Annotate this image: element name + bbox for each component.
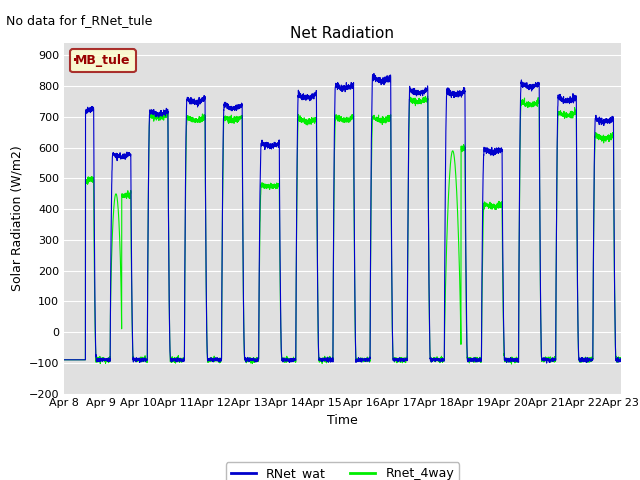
X-axis label: Time: Time: [327, 414, 358, 427]
Text: No data for f_RNet_tule: No data for f_RNet_tule: [6, 14, 153, 27]
Y-axis label: Solar Radiation (W/m2): Solar Radiation (W/m2): [10, 145, 23, 291]
Title: Net Radiation: Net Radiation: [291, 25, 394, 41]
Legend: RNet_wat, Rnet_4way: RNet_wat, Rnet_4way: [225, 462, 460, 480]
